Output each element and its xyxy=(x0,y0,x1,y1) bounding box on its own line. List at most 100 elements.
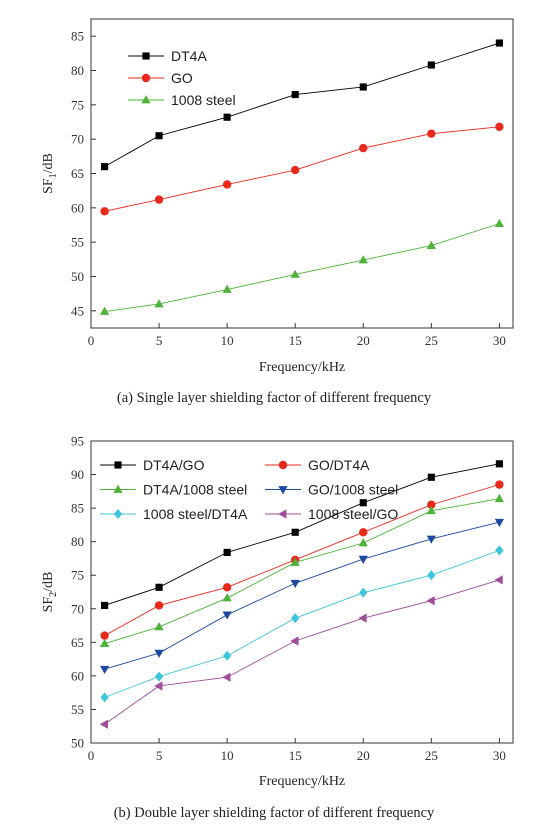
data-point xyxy=(359,499,367,507)
data-point xyxy=(155,583,163,591)
data-point xyxy=(101,163,109,171)
data-point xyxy=(495,480,504,489)
y-tick-label: 75 xyxy=(71,568,84,583)
plot-frame xyxy=(90,440,514,744)
legend-label: 1008 steel xyxy=(171,92,236,108)
data-point xyxy=(290,613,300,624)
data-point xyxy=(427,129,436,138)
legend-marker xyxy=(113,484,123,493)
x-tick-label: 30 xyxy=(493,333,506,348)
y-tick-label: 45 xyxy=(71,303,84,318)
data-point xyxy=(222,583,232,592)
data-point xyxy=(99,665,110,675)
legend-marker xyxy=(141,95,151,104)
data-point xyxy=(223,113,231,121)
figure-caption: (a) Single layer shielding factor of dif… xyxy=(117,390,432,406)
data-point xyxy=(426,596,435,606)
y-tick-label: 75 xyxy=(71,97,84,112)
data-point xyxy=(290,165,300,175)
data-point xyxy=(359,143,368,153)
legend-label: GO xyxy=(171,70,193,86)
y-tick-label: 60 xyxy=(71,668,84,683)
data-point xyxy=(494,518,505,528)
figure-caption: (b) Double layer shielding factor of dif… xyxy=(114,805,435,821)
x-tick-label: 25 xyxy=(425,333,438,348)
series-line xyxy=(104,521,500,670)
legend: DT4A GO 1008 steel xyxy=(128,48,236,108)
data-point xyxy=(359,587,368,598)
data-point xyxy=(290,557,300,566)
series-line xyxy=(104,223,500,312)
series-lines xyxy=(99,460,505,729)
x-tick-label: 10 xyxy=(221,333,234,348)
x-tick-label: 15 xyxy=(289,333,302,348)
data-point xyxy=(495,460,503,468)
data-point xyxy=(358,555,368,564)
y-tick-label: 60 xyxy=(71,200,84,215)
legend-marker xyxy=(113,508,123,520)
data-point xyxy=(100,692,109,703)
y-tick-label: 50 xyxy=(71,269,84,284)
x-tick-label: 25 xyxy=(425,748,438,763)
x-tick-label: 0 xyxy=(88,748,95,763)
y-tick-label: 70 xyxy=(71,132,84,147)
y-tick-label: 90 xyxy=(71,467,84,482)
legend-marker xyxy=(142,52,150,60)
data-point xyxy=(100,207,109,216)
series-lines xyxy=(99,39,505,315)
data-point xyxy=(223,548,231,556)
y-tick-label: 85 xyxy=(71,29,84,44)
data-point xyxy=(495,122,504,132)
legend-marker xyxy=(278,460,288,470)
x-tick-label: 10 xyxy=(221,748,234,763)
series-line xyxy=(104,579,500,725)
series-line xyxy=(104,126,500,212)
axis-ticks: 0 5 10 15 20 25 30 50 55 60 65 70 75 80 85 90 95 xyxy=(71,434,506,764)
y-tick-label: 55 xyxy=(71,702,84,717)
legend-label: GO/1008 steel xyxy=(308,482,398,498)
y-tick-label: 65 xyxy=(71,635,84,650)
series-line xyxy=(104,549,500,698)
data-point xyxy=(222,593,232,602)
legend-marker xyxy=(278,486,288,495)
y-tick-label: 95 xyxy=(71,434,84,449)
y-tick-label: 55 xyxy=(71,235,84,250)
legend-label: 1008 steel/DT4A xyxy=(143,506,248,522)
data-point xyxy=(154,601,164,610)
axis-ticks: 0 5 10 15 20 25 30 45 50 55 60 65 70 75 80 85 xyxy=(71,29,506,348)
data-point xyxy=(154,681,163,691)
x-tick-label: 5 xyxy=(156,333,163,348)
y-tick-label: 65 xyxy=(71,166,84,181)
data-point xyxy=(154,622,164,631)
data-point xyxy=(494,493,505,503)
data-point xyxy=(290,579,300,589)
data-point xyxy=(222,611,232,620)
legend-label: DT4A/GO xyxy=(143,457,205,473)
x-tick-label: 20 xyxy=(357,333,370,348)
chart-single-layer: 0 5 10 15 20 25 30 45 50 55 60 65 70 75 80 85 DT4A GO 100… xyxy=(41,18,514,406)
data-point xyxy=(222,650,232,661)
series-line xyxy=(104,42,500,168)
data-point xyxy=(427,473,435,481)
x-tick-label: 30 xyxy=(493,748,506,763)
data-point xyxy=(358,255,368,264)
y-tick-label: 80 xyxy=(71,534,84,549)
data-point xyxy=(426,535,436,544)
data-point xyxy=(291,90,299,99)
data-point xyxy=(291,528,299,536)
data-point xyxy=(495,39,503,47)
data-point xyxy=(222,284,232,293)
y-tick-label: 80 xyxy=(71,63,84,78)
data-point xyxy=(494,218,505,227)
legend-marker xyxy=(278,509,287,519)
data-point xyxy=(99,306,110,315)
data-point xyxy=(99,638,110,648)
x-tick-label: 15 xyxy=(289,748,302,763)
data-point xyxy=(494,575,503,585)
data-point xyxy=(426,505,436,515)
data-point xyxy=(426,240,436,249)
x-tick-label: 20 xyxy=(357,748,370,763)
y-tick-label: 70 xyxy=(71,601,84,616)
data-point xyxy=(154,299,164,308)
